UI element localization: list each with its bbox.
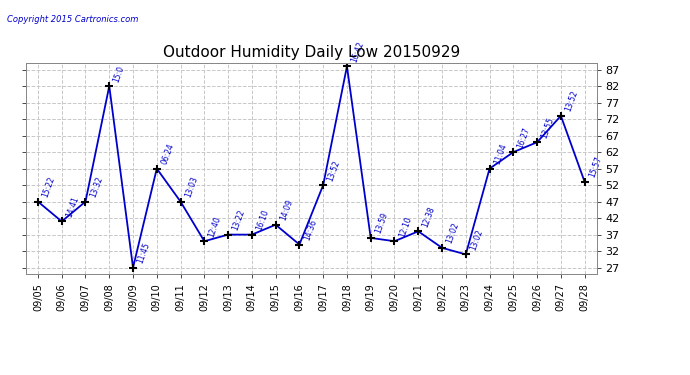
Text: 13:52: 13:52 (326, 159, 342, 182)
Text: 14:41: 14:41 (64, 195, 81, 219)
Text: 13:03: 13:03 (184, 175, 199, 199)
Text: 15:57: 15:57 (587, 155, 603, 179)
Text: 15:0: 15:0 (112, 64, 126, 83)
Text: Humidity  (%): Humidity (%) (587, 22, 668, 32)
Text: 14:09: 14:09 (279, 198, 295, 222)
Text: 16:42: 16:42 (350, 40, 366, 63)
Text: 13:55: 13:55 (540, 116, 556, 140)
Text: Copyright 2015 Cartronics.com: Copyright 2015 Cartronics.com (7, 15, 138, 24)
Text: 13:02: 13:02 (445, 222, 461, 245)
Text: 14:36: 14:36 (302, 218, 318, 242)
Text: 11:04: 11:04 (493, 142, 509, 166)
Text: 11:45: 11:45 (136, 242, 152, 265)
Text: 15:22: 15:22 (41, 176, 57, 199)
Text: 12:38: 12:38 (421, 205, 437, 228)
Title: Outdoor Humidity Daily Low 20150929: Outdoor Humidity Daily Low 20150929 (163, 45, 460, 60)
Text: 16:10: 16:10 (255, 209, 270, 232)
Text: 12:40: 12:40 (207, 215, 223, 238)
Text: 12:10: 12:10 (397, 215, 413, 238)
Text: 16:27: 16:27 (516, 126, 532, 149)
Text: 13:02: 13:02 (469, 228, 484, 252)
Text: 06:24: 06:24 (159, 142, 175, 166)
Text: 13:32: 13:32 (88, 176, 104, 199)
Text: 13:22: 13:22 (231, 209, 247, 232)
Text: 13:59: 13:59 (373, 211, 389, 235)
Text: 13:52: 13:52 (564, 90, 580, 113)
